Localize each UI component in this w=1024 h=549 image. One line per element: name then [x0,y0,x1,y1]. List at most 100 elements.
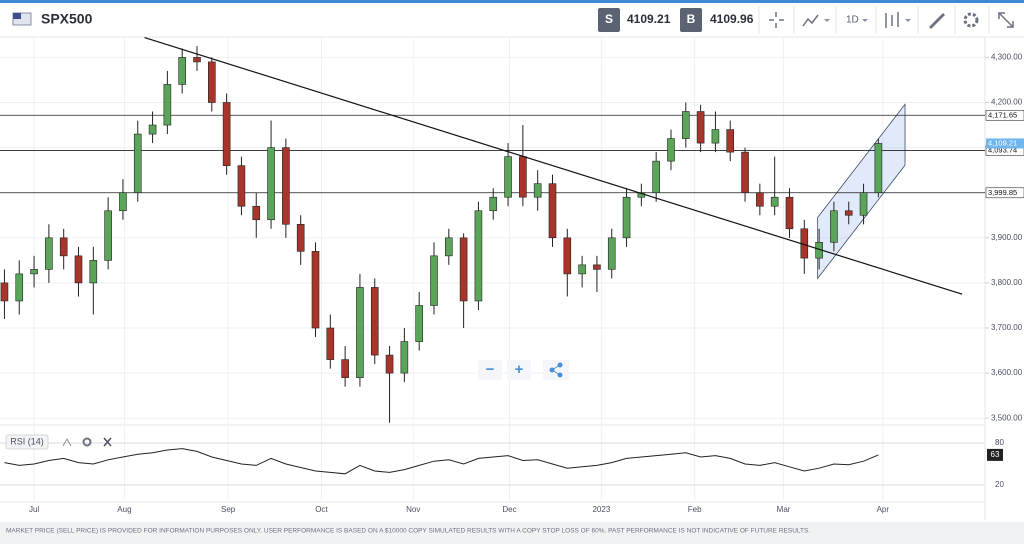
candle-body [844,210,853,216]
zoom-in-button[interactable] [507,360,531,380]
candle-body [252,205,261,221]
y-tick-label: 3,600.00 [991,368,1023,377]
sell-price[interactable]: 4109.21 [627,12,671,26]
candle-body [726,129,735,153]
rsi-badge[interactable] [5,434,49,450]
candle-body [267,147,275,221]
share-icon [549,362,563,378]
candle-body [45,237,53,270]
x-tick-label: Aug [117,505,131,514]
y-tick-label: 3,700.00 [991,323,1023,332]
candle-body [430,255,438,306]
candle-body [607,237,616,270]
y-tick-label: 3,500.00 [991,413,1023,422]
candle-body [222,102,231,166]
y-tick-label: 3,800.00 [991,278,1023,287]
chart-type-button[interactable] [802,14,819,27]
last-price-tag [986,138,1024,149]
rsi-move-up[interactable] [62,437,72,447]
buy-price[interactable]: 4109.96 [710,12,754,26]
candle-body [459,237,468,302]
share-button[interactable] [543,360,569,380]
disclaimer: MARKET PRICE (SELL PRICE) IS PROVIDED FO… [6,528,810,535]
candle-body [133,133,142,194]
candle-body [15,273,24,302]
candle-body [770,196,779,207]
x-tick-label: Oct [315,505,328,514]
candle-body [504,156,512,198]
candle-body [30,269,38,275]
candle-body [89,260,98,284]
candle-body [696,111,705,144]
y-tick-label: 3,900.00 [991,233,1023,242]
rsi-label: RSI (14) [10,436,44,446]
zoom-out-button[interactable] [478,360,502,380]
x-tick-label: Dec [502,505,516,514]
candle-body [104,210,112,261]
candle-body [830,210,838,243]
last-price-label: 4,109.21 [988,138,1017,147]
candle-body [563,237,572,275]
x-tick-label: Apr [877,505,890,514]
rsi-settings[interactable] [82,437,92,447]
level-label: 4,093.74 [988,145,1017,154]
candle-body [341,359,349,378]
buy-label: B [687,12,696,26]
crosshair-button[interactable] [769,12,784,28]
dropdown-arrow [905,19,911,22]
rsi-close[interactable] [103,437,112,447]
chart-layer: 4,300.004,200.004,100.004,000.003,900.00… [0,36,1024,514]
fullscreen-button[interactable] [998,12,1014,28]
footer [0,522,1024,544]
candle-body [874,143,883,194]
x-tick-label: 2023 [592,505,610,514]
candle-body [282,147,290,225]
candle-body [741,151,749,194]
candle-body [163,84,172,126]
candle-body [356,287,364,378]
top-border [0,0,1024,3]
symbol[interactable]: SPX500 [41,11,93,27]
candle-body [415,305,423,342]
candle-body [859,192,868,216]
draw-button[interactable] [929,13,945,29]
candle-body [0,282,9,302]
candle-body [385,354,394,374]
level-label: 3,999.85 [988,188,1017,197]
interval-button[interactable]: 1D [846,15,859,26]
candle-body [193,57,201,63]
rsi-line [4,448,879,475]
candle-body [489,196,498,212]
candle-body [74,255,83,284]
candle-body [622,196,631,239]
sell-button[interactable] [598,8,620,32]
candle-body [148,124,157,135]
indicators-button[interactable] [885,12,899,28]
price-channel [817,103,906,280]
x-tick-label: Feb [688,505,702,514]
y-tick-label: 80 [995,438,1004,447]
candle-body [400,341,409,374]
candle-body [667,138,675,162]
dropdown-arrow [862,19,868,22]
y-tick-label: 20 [995,480,1004,489]
candle-body [756,192,764,207]
candle-body [533,183,542,198]
y-tick-label: 4,200.00 [991,98,1023,107]
candle-body [296,223,305,252]
buy-button[interactable] [680,8,702,32]
candle-body [578,264,586,275]
rsi-value-tag [987,448,1003,461]
candle-body [711,129,720,144]
candle-body [681,111,690,139]
candle-body [178,57,186,85]
x-tick-label: Mar [777,505,791,514]
level-tag [985,187,1024,199]
settings-button[interactable] [963,12,979,28]
trend-line [144,36,963,295]
candle-body [370,287,379,356]
candle-body [548,183,557,239]
rsi-value-label: 63 [991,450,1000,459]
